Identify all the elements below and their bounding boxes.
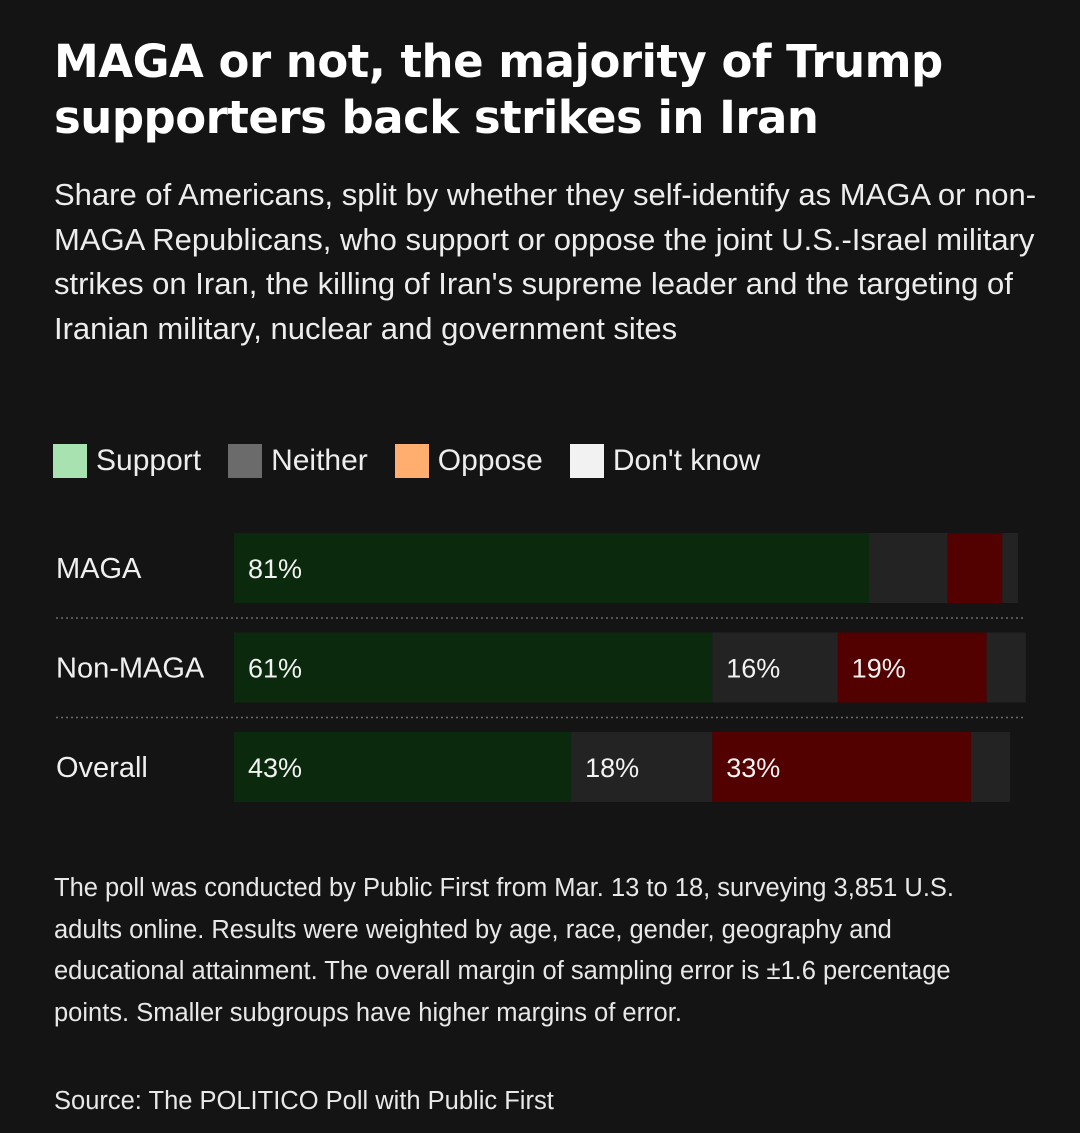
bar-maga-oppose [947,533,1003,603]
bar-maga-don-t-know [1002,533,1018,603]
bar-non-maga-neither [712,632,838,703]
legend-label-neither: Neither [271,444,368,477]
bar-non-maga-support [234,632,713,703]
chart-subtitle: Share of Americans, split by whether the… [54,177,1037,346]
category-label-overall: Overall [56,752,148,784]
data-label-non-maga-neither: 16% [726,654,780,684]
bar-maga-support [234,533,870,603]
bar-overall-don-t-know [970,732,1011,802]
bar-non-maga-oppose [837,632,987,703]
legend-label-oppose: Oppose [437,444,543,477]
category-label-non-maga: Non-MAGA [56,653,205,685]
data-label-non-maga-support: 61% [248,654,302,684]
legend-swatch-support [53,444,87,478]
legend-item-dont-know: Don't know [569,444,761,478]
legend-swatch-oppose [394,444,429,478]
legend: Support Neither Oppose Don't know [53,444,787,478]
legend-item-oppose: Oppose [394,444,543,478]
legend-label-support: Support [96,444,202,477]
data-label-non-maga-oppose: 19% [852,654,906,684]
bar-overall-neither [571,732,713,802]
chart-title: MAGA or not, the majority of Trump suppo… [54,35,943,144]
legend-item-support: Support [53,444,201,478]
bar-maga-neither [869,533,948,603]
legend-label-dont-know: Don't know [612,444,761,477]
data-label-overall-oppose: 33% [726,753,780,783]
data-label-overall-neither: 18% [585,753,639,783]
bar-non-maga-don-t-know [986,632,1026,703]
bar-overall-support [234,732,572,802]
bar-overall-oppose [712,732,971,802]
stacked-bar-chart: MAGA 81% Non-MAGA 61% 16% 19% Overall 43% 18% 33% [56,533,1026,802]
legend-swatch-dont-know [569,444,604,478]
data-label-maga-support: 81% [248,554,302,584]
category-label-maga: MAGA [56,553,142,585]
source-line: Source: The POLITICO Poll with Public Fi… [54,1087,554,1115]
legend-swatch-neither [228,444,263,478]
legend-item-neither: Neither [228,444,368,478]
methodology-note: The poll was conducted by Public First f… [54,874,955,1027]
data-label-overall-support: 43% [248,753,302,783]
